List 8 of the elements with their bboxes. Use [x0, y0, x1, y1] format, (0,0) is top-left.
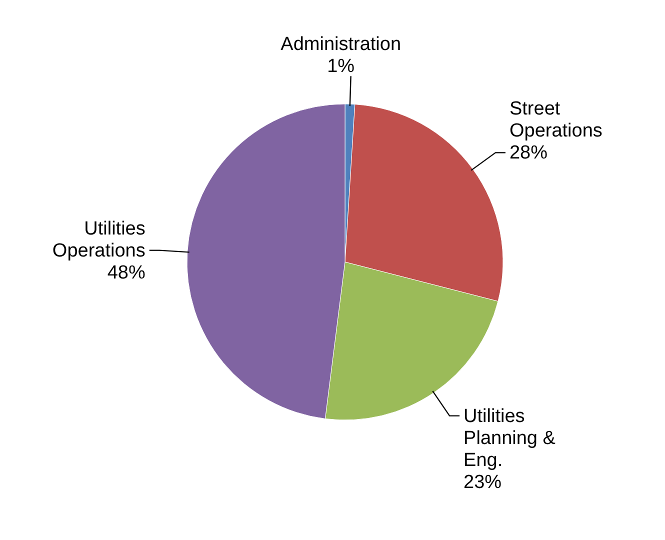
- slice-label: Utilities Planning & Eng.: [464, 406, 556, 471]
- slice-label: Street Operations: [509, 98, 602, 142]
- data-label: 1%: [327, 56, 355, 78]
- data-label: 48%: [107, 262, 146, 284]
- slice-label: Utilities Operations: [52, 218, 146, 262]
- data-label: 28%: [509, 142, 548, 164]
- data-label: 23%: [464, 472, 502, 493]
- slice-label: Administration: [280, 34, 402, 56]
